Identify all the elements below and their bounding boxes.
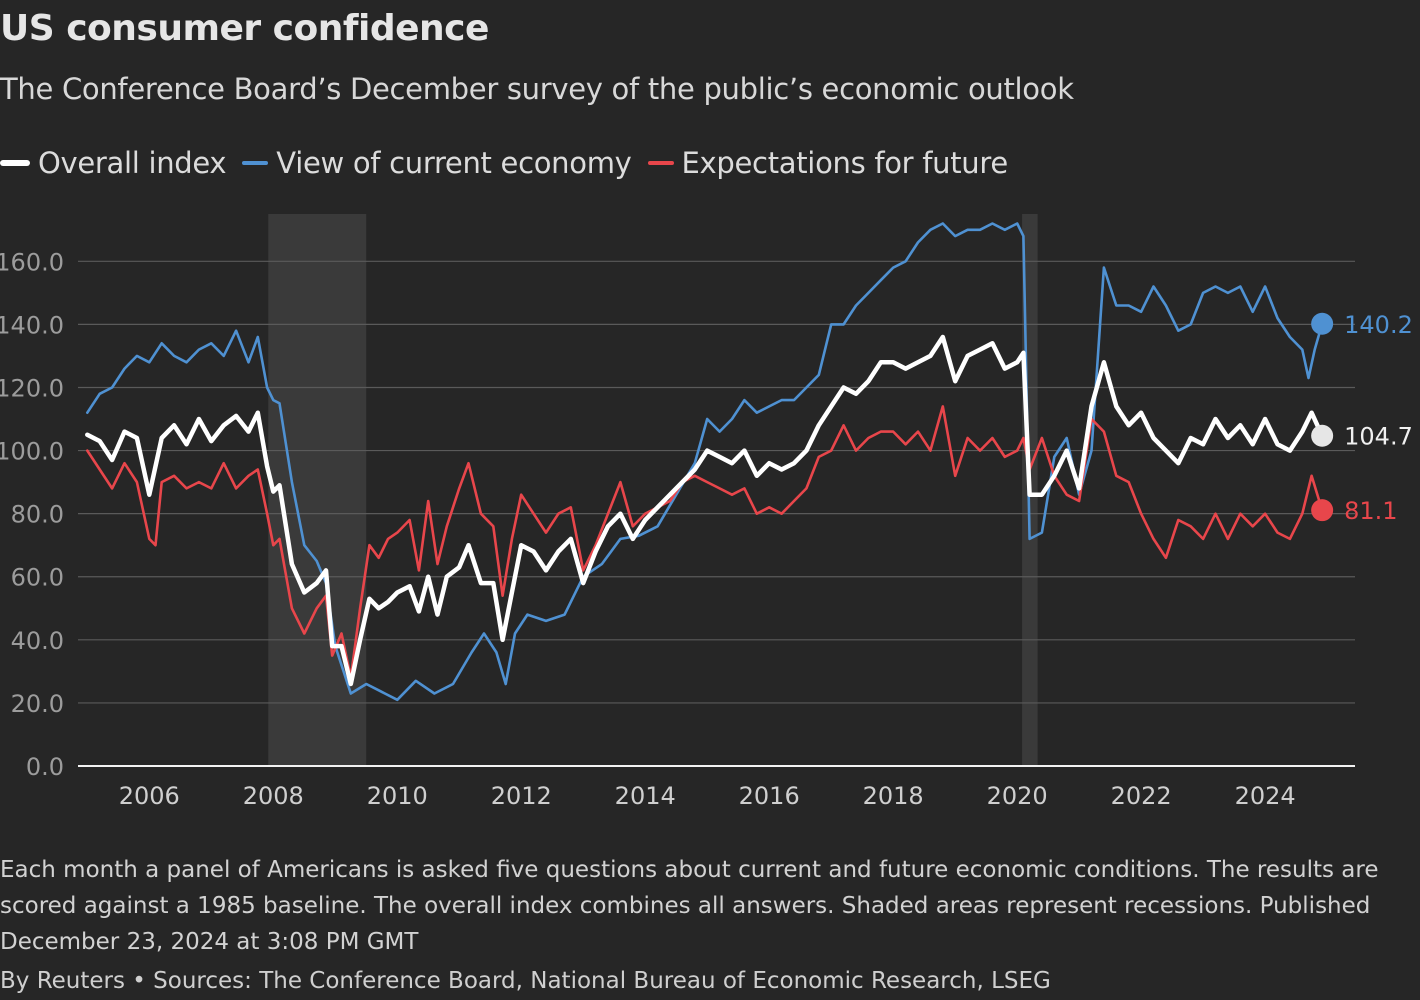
x-tick-label: 2010 (367, 782, 428, 810)
y-tick-label: 120.0 (0, 374, 64, 402)
end-markers: 140.2 104.7 81.1 (1311, 311, 1413, 525)
x-tick-label: 2012 (491, 782, 552, 810)
y-tick-label: 140.0 (0, 311, 64, 339)
x-tick-label: 2018 (863, 782, 924, 810)
end-marker-current (1311, 312, 1334, 335)
x-axis-ticks: 2006 2008 2010 2012 2014 2016 2018 2020 2022 2024 (119, 782, 1296, 810)
series-line-expectations (86, 405, 1324, 679)
chart-title: US consumer confidence (0, 8, 489, 49)
x-tick-label: 2024 (1235, 782, 1296, 810)
y-tick-label: 20.0 (11, 690, 64, 718)
footnote: Each month a panel of Americans is asked… (0, 857, 1379, 955)
series-lines (85, 222, 1325, 702)
x-tick-label: 2014 (615, 782, 676, 810)
legend-swatch-overall (0, 160, 30, 166)
source-line: By Reuters • Sources: The Conference Boa… (0, 968, 1051, 994)
recession-bands (268, 214, 1038, 766)
x-tick-label: 2020 (987, 782, 1048, 810)
end-marker-expectations (1311, 499, 1334, 522)
chart-subtitle: The Conference Board’s December survey o… (0, 72, 1074, 106)
legend-swatch-expectations (647, 161, 674, 165)
legend-item-overall: Overall index (0, 146, 227, 180)
y-tick-label: 40.0 (11, 627, 64, 655)
y-tick-label: 80.0 (11, 501, 64, 529)
end-value-label: 140.2 (1344, 311, 1413, 339)
legend-label-current: View of current economy (276, 146, 632, 180)
x-tick-label: 2006 (119, 782, 180, 810)
x-tick-label: 2022 (1111, 782, 1172, 810)
y-tick-label: 100.0 (0, 438, 64, 466)
gridlines (78, 260, 1355, 767)
end-value-label: 81.1 (1344, 497, 1397, 525)
legend-item-current: View of current economy (242, 146, 632, 180)
x-tick-label: 2008 (243, 782, 304, 810)
legend-swatch-current (242, 161, 269, 165)
y-tick-label: 160.0 (0, 248, 64, 276)
legend: Overall index View of current economy Ex… (0, 146, 1008, 180)
x-tick-label: 2016 (739, 782, 800, 810)
y-tick-label: 60.0 (11, 564, 64, 592)
legend-item-expectations: Expectations for future (647, 146, 1009, 180)
series-line-current (86, 222, 1324, 702)
end-marker-overall (1311, 424, 1334, 447)
legend-label-expectations: Expectations for future (681, 146, 1009, 180)
y-tick-label: 0.0 (26, 753, 64, 781)
legend-label-overall: Overall index (38, 146, 227, 180)
series-line-overall (85, 334, 1325, 687)
line-chart: 0.020.040.060.080.0100.0120.0140.0160.0 … (0, 214, 1413, 810)
y-axis-ticks: 0.0 20.0 40.0 60.0 80.0 100.0 120.0 140.0 160.0 (0, 248, 64, 781)
end-value-label: 104.7 (1344, 423, 1413, 451)
